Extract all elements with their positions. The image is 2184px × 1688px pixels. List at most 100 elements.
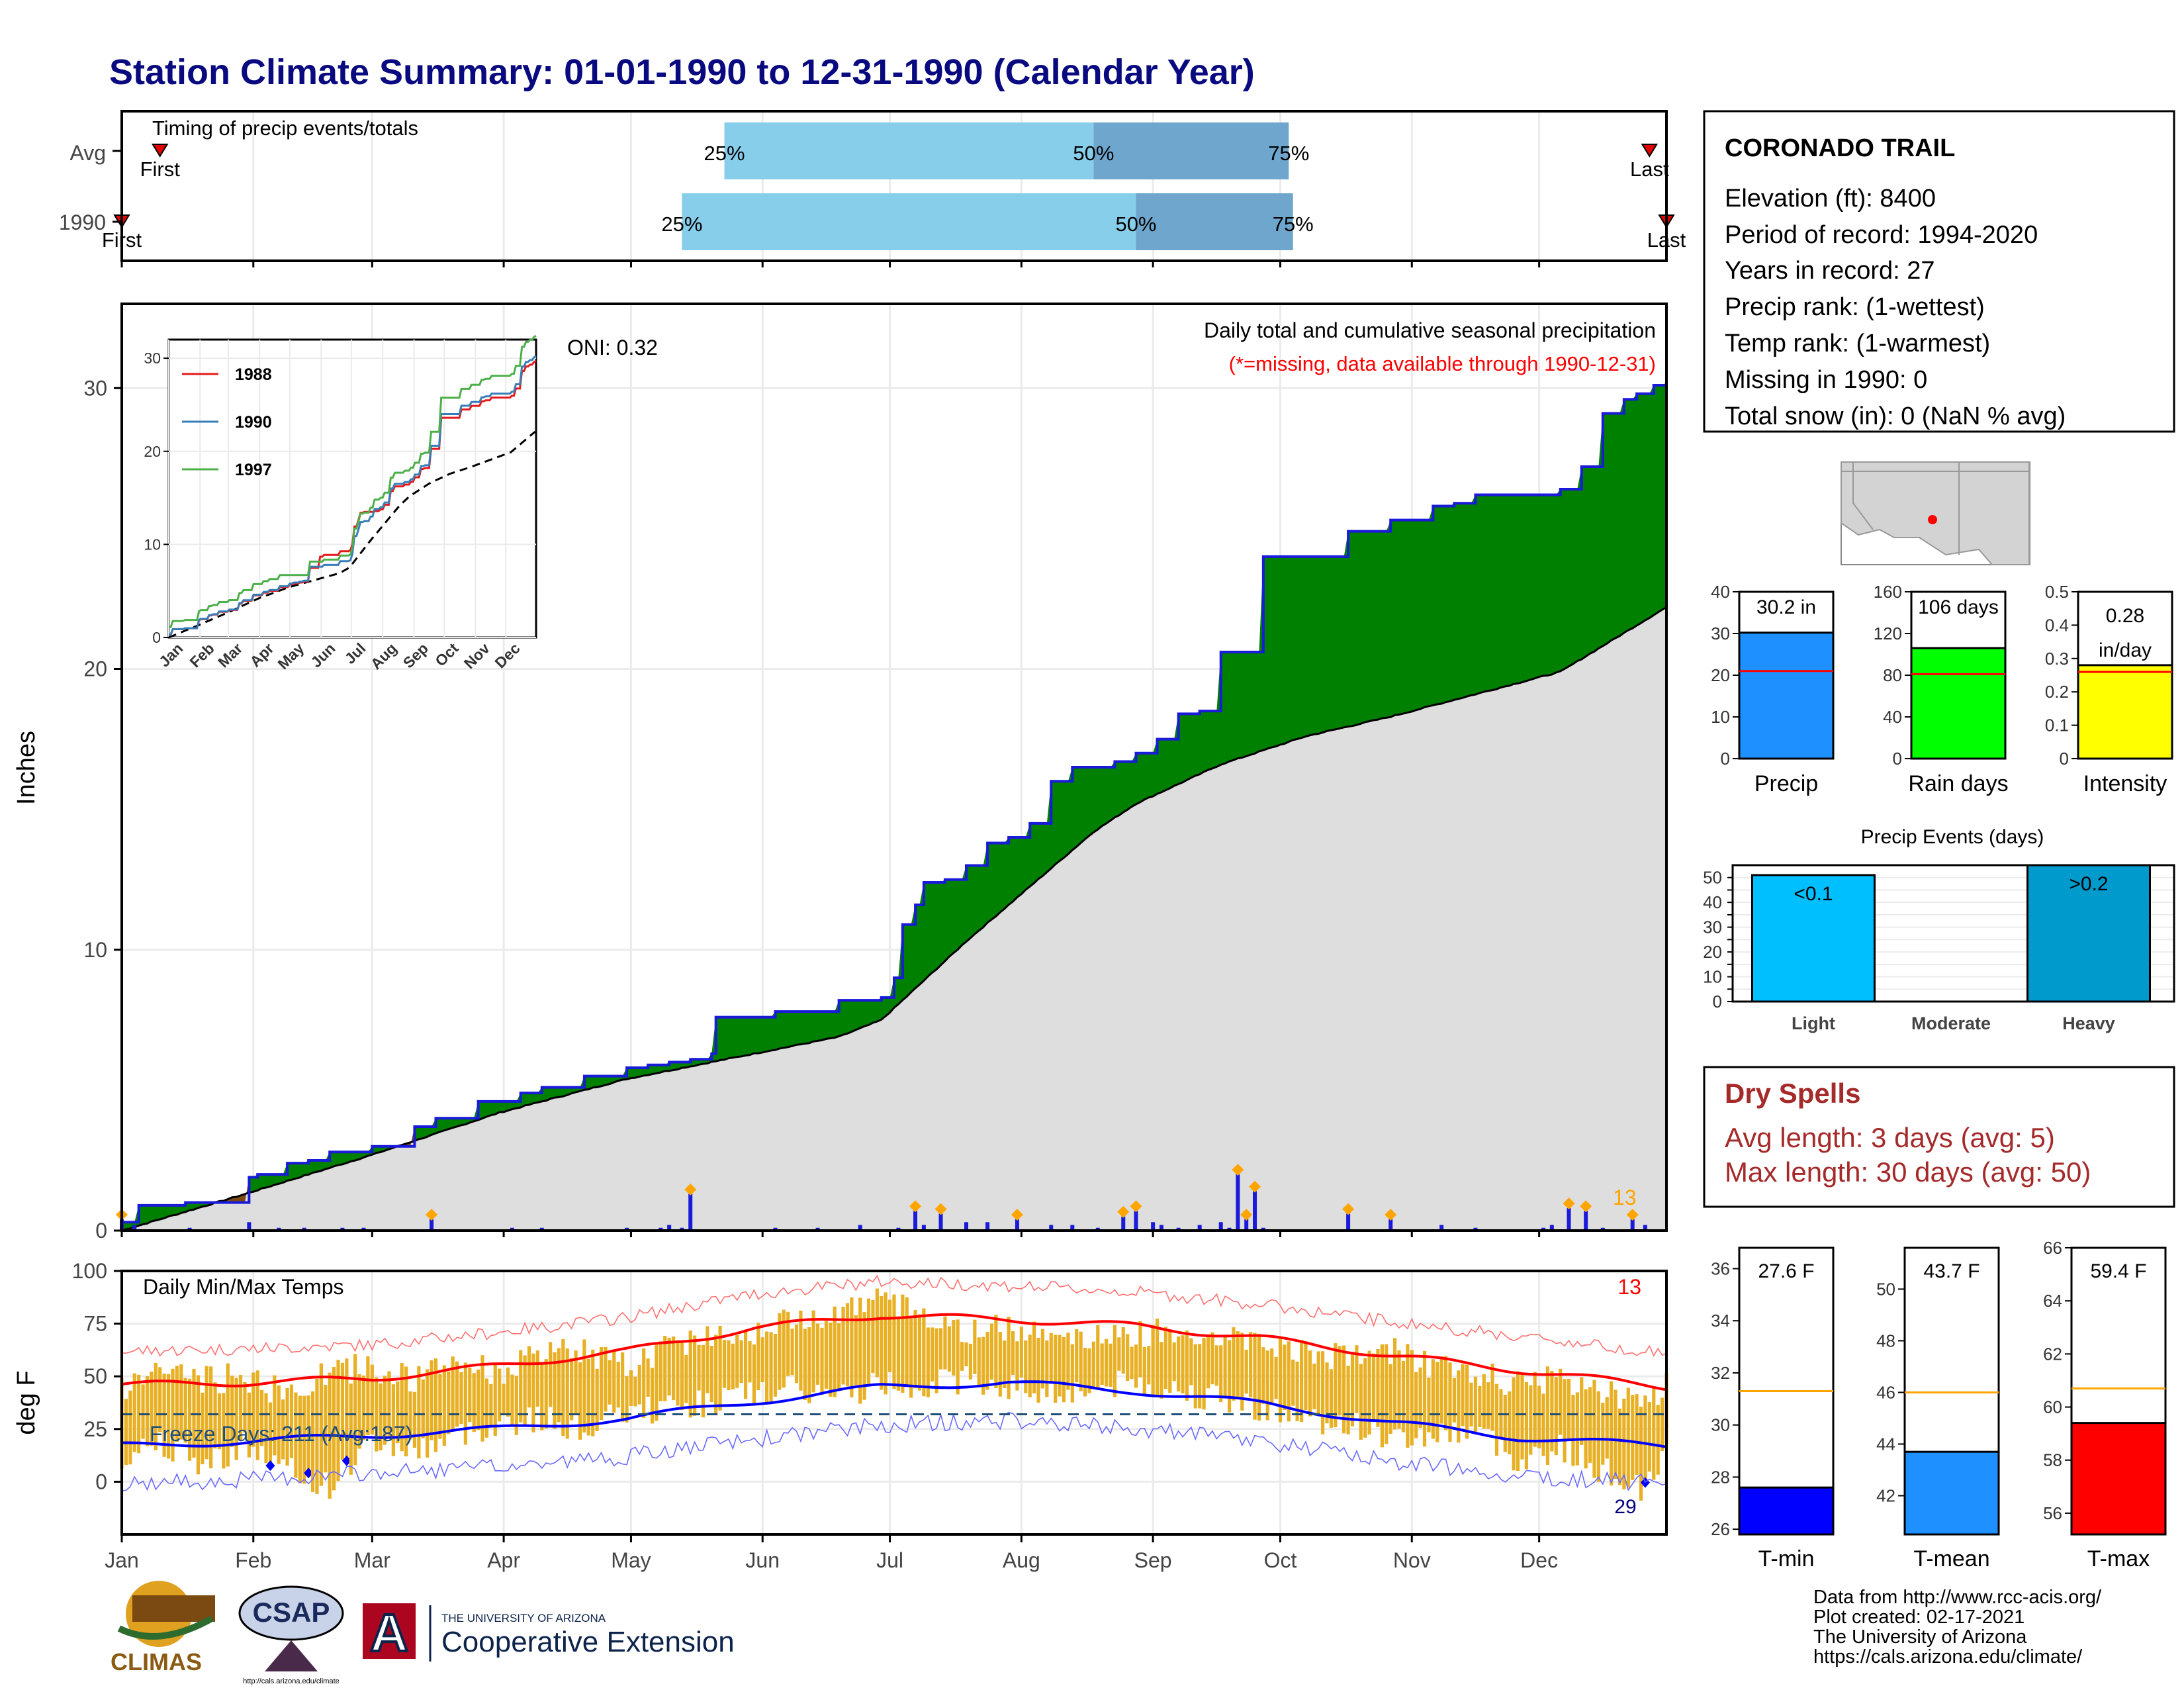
temp-bar-y-tick-label: 64 bbox=[2043, 1291, 2062, 1311]
summary-y-tick-label: 160 bbox=[1874, 582, 1902, 602]
daily-temp-bar bbox=[1181, 1335, 1185, 1394]
daily-temp-bar bbox=[748, 1341, 752, 1383]
inset-month-label: Apr bbox=[246, 639, 277, 670]
daily-temp-bar bbox=[1359, 1364, 1363, 1440]
temp-bar-value-label: 27.6 F bbox=[1758, 1260, 1814, 1282]
daily-temp-bar bbox=[931, 1327, 934, 1382]
precip-extreme-marker bbox=[1011, 1209, 1023, 1221]
daily-temp-bar bbox=[205, 1366, 208, 1460]
daily-temp-bar bbox=[1045, 1340, 1049, 1397]
temp-summary-bars: 26 28 30 32 34 36 27.6 F T-min 42 44 46 48 50 43.7 F T… bbox=[1711, 1238, 2167, 1571]
daily-temp-bar bbox=[1457, 1370, 1461, 1443]
precip-extreme-marker bbox=[426, 1209, 438, 1221]
daily-temp-bar bbox=[1469, 1382, 1473, 1427]
ua-block-a bbox=[363, 1603, 416, 1659]
daily-temp-bar bbox=[964, 1342, 968, 1367]
daily-temp-bar bbox=[663, 1335, 667, 1401]
station-line: Precip rank: (1-wettest) bbox=[1725, 293, 1985, 321]
daily-temp-bar bbox=[765, 1331, 769, 1403]
daily-temp-bar bbox=[1418, 1367, 1422, 1429]
daily-temp-bar bbox=[947, 1326, 951, 1372]
daily-temp-bar bbox=[1334, 1343, 1338, 1428]
daily-precip-bar bbox=[964, 1222, 969, 1231]
daily-temp-bar bbox=[952, 1319, 956, 1376]
station-line: Missing in 1990: 0 bbox=[1725, 366, 1927, 394]
freeze-label: Freeze Days: 211 (Avg:187) bbox=[150, 1422, 412, 1446]
daily-temp-bar bbox=[1388, 1364, 1392, 1434]
inset-grid bbox=[168, 340, 536, 638]
daily-temp-bar bbox=[1036, 1338, 1040, 1403]
tmax-smooth-line bbox=[121, 1313, 1667, 1391]
temp-y-tick-label: 0 bbox=[95, 1470, 107, 1493]
summary-value-label: 30.2 in bbox=[1756, 596, 1816, 618]
daily-temp-bar bbox=[387, 1371, 391, 1436]
daily-precip-bar bbox=[1218, 1222, 1223, 1231]
daily-temp-bar bbox=[1163, 1327, 1167, 1389]
daily-temp-bar bbox=[1422, 1350, 1427, 1447]
daily-temp-bar bbox=[1308, 1350, 1312, 1417]
month-label: Dec bbox=[1520, 1548, 1558, 1572]
daily-temp-bar bbox=[523, 1355, 527, 1427]
summary-bar bbox=[1910, 647, 2007, 760]
daily-temp-bar bbox=[680, 1342, 684, 1411]
daily-temp-bar bbox=[1257, 1333, 1261, 1421]
month-label: Nov bbox=[1393, 1548, 1431, 1572]
daily-temp-bar bbox=[1138, 1321, 1142, 1378]
timing-bar-q3 bbox=[1093, 122, 1289, 179]
events-plot: 0 10 20 30 40 50 <0.1 Light Moderate >0.2 Heavy bbox=[1703, 864, 2175, 1033]
daily-temp-bar bbox=[480, 1355, 484, 1442]
daily-temp-bar bbox=[187, 1378, 192, 1461]
timing-bar-q3 bbox=[1136, 193, 1293, 250]
ua-small-text: THE UNIVERSITY OF ARIZONA bbox=[441, 1612, 606, 1624]
daily-temp-bar bbox=[1015, 1341, 1019, 1391]
daily-temp-bar bbox=[697, 1344, 701, 1391]
daily-temp-bar bbox=[586, 1358, 590, 1436]
inset-legend-label: 1990 bbox=[235, 413, 272, 432]
daily-temp-bar bbox=[1482, 1374, 1486, 1429]
daily-precip-bar bbox=[1600, 1227, 1605, 1231]
daily-temp-bar bbox=[1559, 1368, 1563, 1435]
climas-logo-swoosh bbox=[117, 1615, 214, 1640]
daily-temp-bar bbox=[383, 1376, 387, 1445]
daily-temp-bar bbox=[1520, 1375, 1524, 1460]
daily-temp-bar bbox=[336, 1360, 340, 1481]
summary-y-tick-label: 0 bbox=[1893, 749, 1902, 769]
timing-percent-label: 75% bbox=[1268, 142, 1309, 165]
precip-extreme-marker bbox=[1342, 1203, 1355, 1215]
csap-logo-url: http://cals.arizona.edu/climate bbox=[243, 1677, 340, 1685]
temp-bar-label: T-max bbox=[2087, 1546, 2150, 1571]
month-label: Jan bbox=[105, 1548, 139, 1572]
footer-credits: Data from http://www.rcc-acis.org/ Plot … bbox=[1813, 1587, 2102, 1667]
climas-logo-text: CLIMAS bbox=[111, 1648, 202, 1675]
daily-temp-bar bbox=[484, 1378, 489, 1438]
timing-percent-label: 50% bbox=[1115, 212, 1156, 236]
daily-temp-bar bbox=[1486, 1382, 1490, 1429]
daily-temp-bar bbox=[345, 1358, 349, 1461]
daily-temp-bar bbox=[310, 1391, 315, 1492]
daily-temp-bar bbox=[417, 1366, 421, 1459]
timing-row-avg-label: Avg bbox=[69, 141, 106, 165]
daily-temp-bar bbox=[896, 1316, 901, 1391]
daily-temp-bar bbox=[1011, 1331, 1015, 1375]
daily-temp-bar bbox=[1151, 1325, 1155, 1397]
daily-temp-bar bbox=[1278, 1336, 1283, 1423]
daily-temp-bar bbox=[1304, 1341, 1308, 1410]
daily-temp-bar bbox=[1062, 1336, 1066, 1403]
daily-temp-bar bbox=[1622, 1398, 1626, 1489]
daily-temp-bar bbox=[196, 1375, 201, 1475]
daily-temp-bar bbox=[1142, 1346, 1146, 1395]
month-label: Jun bbox=[745, 1548, 780, 1572]
daily-temp-bar bbox=[1448, 1362, 1452, 1442]
daily-precip-bar bbox=[1388, 1219, 1393, 1231]
dry-spells-box: Dry Spells Avg length: 3 days (avg: 5) M… bbox=[1703, 1066, 2175, 1208]
daily-precip-bar bbox=[302, 1227, 306, 1231]
timing-marker-label: Last bbox=[1630, 158, 1669, 181]
inset-series-line bbox=[169, 335, 537, 628]
daily-temp-bar bbox=[1367, 1350, 1371, 1435]
timing-frame bbox=[120, 110, 1668, 262]
daily-precip-bar bbox=[1095, 1227, 1100, 1231]
daily-precip-bar bbox=[913, 1211, 918, 1231]
event-bar-value: <0.1 bbox=[1794, 883, 1833, 905]
summary-y-tick-label: 0 bbox=[1721, 749, 1730, 769]
daily-precip-bar bbox=[1244, 1219, 1249, 1231]
